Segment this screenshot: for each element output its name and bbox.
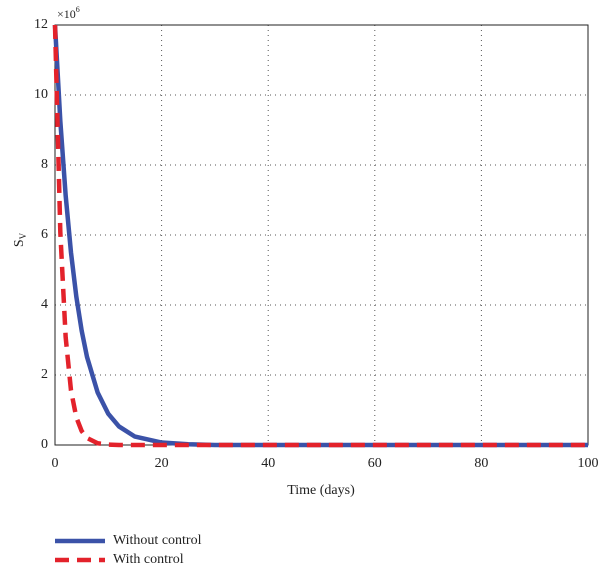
x-tick-label: 20: [155, 456, 169, 471]
data-line: [52, 24, 588, 448]
y-tick-label: 4: [41, 297, 48, 312]
y-tick-label: 0: [41, 437, 48, 452]
y-multiplier: ×106: [57, 5, 80, 21]
legend-label: Without control: [113, 533, 202, 548]
data-line: [52, 24, 588, 448]
y-tick-label: 12: [34, 17, 48, 32]
y-axis-label-main: S: [12, 239, 27, 247]
x-tick-label: 100: [578, 456, 599, 471]
y-axis-label: SV: [12, 232, 28, 247]
y-tick-label: 6: [41, 227, 48, 242]
y-multiplier-base: ×10: [57, 7, 76, 21]
x-tick-label: 80: [474, 456, 488, 471]
x-axis-label: Time (days): [287, 483, 355, 498]
x-tick-label: 60: [368, 456, 382, 471]
legend-label: With control: [113, 552, 184, 567]
y-multiplier-exponent: 6: [76, 5, 80, 14]
x-tick-label: 40: [261, 456, 275, 471]
y-tick-label: 10: [34, 87, 48, 102]
y-axis-label-subscript: V: [18, 232, 28, 239]
y-tick-label: 2: [41, 367, 48, 382]
x-tick-label: 0: [52, 456, 59, 471]
y-tick-label: 8: [41, 157, 48, 172]
